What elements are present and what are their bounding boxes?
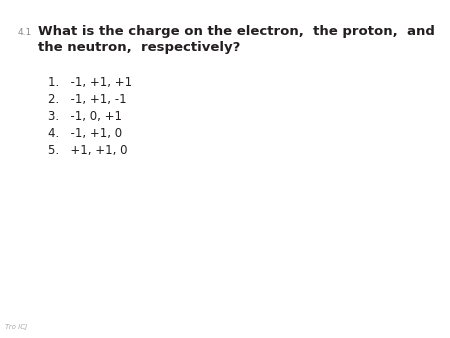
Text: 3.   -1, 0, +1: 3. -1, 0, +1 (48, 110, 122, 123)
Text: Tro ICJ: Tro ICJ (5, 324, 27, 330)
Text: 2.   -1, +1, -1: 2. -1, +1, -1 (48, 93, 126, 106)
Text: 1.   -1, +1, +1: 1. -1, +1, +1 (48, 76, 132, 89)
Text: What is the charge on the electron,  the proton,  and: What is the charge on the electron, the … (38, 25, 435, 38)
Text: 5.   +1, +1, 0: 5. +1, +1, 0 (48, 144, 127, 157)
Text: 4.   -1, +1, 0: 4. -1, +1, 0 (48, 127, 122, 140)
Text: the neutron,  respectively?: the neutron, respectively? (38, 41, 240, 54)
Text: 4.1: 4.1 (18, 28, 32, 37)
